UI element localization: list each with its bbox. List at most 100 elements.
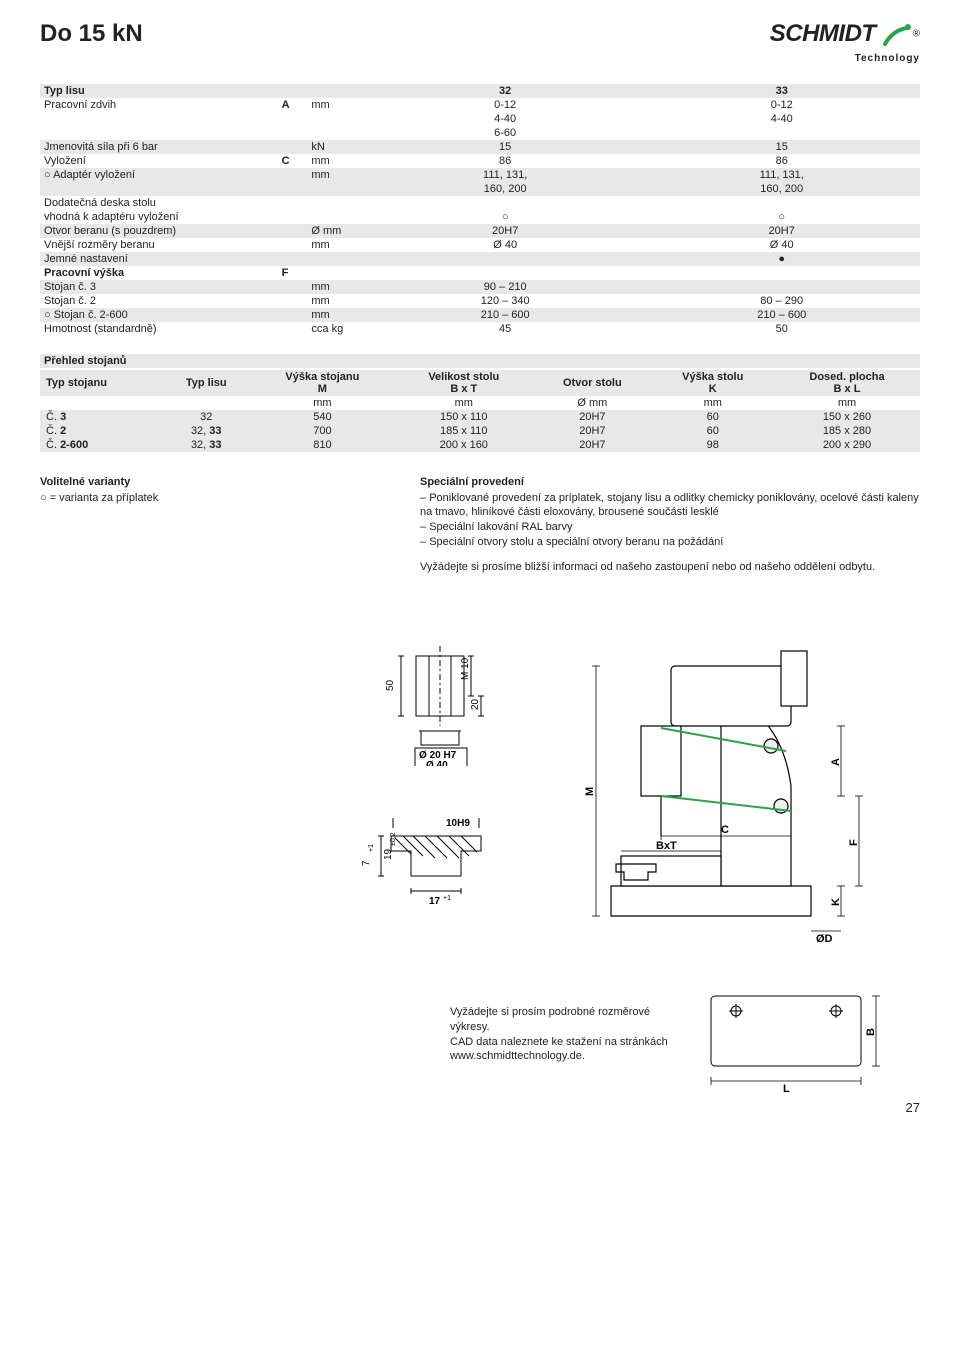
spec-row-v1: 45 <box>367 322 644 336</box>
spec-row-unit: mm <box>307 154 367 168</box>
spec-row-label <box>40 112 278 126</box>
stand-cell: Č. 3 <box>40 410 162 424</box>
options-left-text: ○ = varianta za příplatek <box>40 491 400 506</box>
spec-row-sym <box>278 294 308 308</box>
stand-cell: 150 x 110 <box>394 410 533 424</box>
dim-C: C <box>721 824 729 836</box>
spec-row-unit: mm <box>307 98 367 112</box>
spec-row-v1: 4-40 <box>367 112 644 126</box>
special-list: Poniklované provedení za príplatek, stoj… <box>420 491 920 550</box>
stands-section-title: Přehled stojanů <box>40 354 920 368</box>
stand-cell: Č. 2 <box>40 424 162 438</box>
stand-cell: 150 x 260 <box>774 410 920 424</box>
dim-7: 7 <box>361 860 372 866</box>
dim-L: L <box>783 1083 790 1095</box>
dim-20: 20 <box>470 698 481 710</box>
spec-row-label <box>40 182 278 196</box>
logo-registered: ® <box>913 28 920 39</box>
stand-cell: 185 x 110 <box>394 424 533 438</box>
spec-row-v2: 111, 131, <box>643 168 920 182</box>
spec-row-sym <box>278 182 308 196</box>
dim-50: 50 <box>385 679 396 691</box>
spec-row-label: Pracovní zdvih <box>40 98 278 112</box>
stand-cell: Č. 2-600 <box>40 438 162 452</box>
options-left: Volitelné varianty ○ = varianta za přípl… <box>40 476 400 575</box>
spec-header-label: Typ lisu <box>40 84 278 98</box>
stand-cell: 20H7 <box>533 438 651 452</box>
stand-cell: 60 <box>652 410 774 424</box>
stand-cell: 185 x 280 <box>774 424 920 438</box>
stand-cell: 60 <box>652 424 774 438</box>
spec-row-unit: mm <box>307 238 367 252</box>
spec-row-v1: 210 – 600 <box>367 308 644 322</box>
dim-BxT: BxT <box>656 840 677 852</box>
spec-row-sym <box>278 112 308 126</box>
spec-row-v1: 86 <box>367 154 644 168</box>
spec-row-v2: 50 <box>643 322 920 336</box>
spec-row-label: Stojan č. 2 <box>40 294 278 308</box>
stand-cell: 32, 33 <box>162 438 250 452</box>
spec-row-label: vhodná k adaptéru vyložení <box>40 210 278 224</box>
spec-row-v1 <box>367 266 644 280</box>
spec-row-sym <box>278 196 308 210</box>
spec-row-unit <box>307 112 367 126</box>
stand-col-header: Velikost stoluB x T <box>394 370 533 396</box>
options-right: Speciální provedení Poniklované proveden… <box>420 476 920 575</box>
spec-row-v1: 15 <box>367 140 644 154</box>
spec-row-unit: mm <box>307 308 367 322</box>
spec-row-sym <box>278 168 308 182</box>
diagram-base-top: B L <box>690 975 892 1097</box>
stand-col-unit: mm <box>394 396 533 410</box>
stand-cell: 200 x 290 <box>774 438 920 452</box>
spec-row-label: ○ Stojan č. 2-600 <box>40 308 278 322</box>
dim-K: K <box>830 898 842 906</box>
spec-row-label: Dodatečná deska stolu <box>40 196 278 210</box>
spec-row-v2 <box>643 266 920 280</box>
spec-row-label: Hmotnost (standardně) <box>40 322 278 336</box>
special-list-item: Speciální otvory stolu a speciální otvor… <box>420 535 920 550</box>
dim-A: A <box>830 758 842 766</box>
dim-o40: Ø 40 <box>426 760 448 766</box>
special-list-item: Speciální lakování RAL barvy <box>420 520 920 535</box>
stand-col-header: Otvor stolu <box>533 370 651 396</box>
spec-row-sym <box>278 210 308 224</box>
stand-col-header: Výška stoluK <box>652 370 774 396</box>
spec-row-label: Jmenovitá síla při 6 bar <box>40 140 278 154</box>
logo-swoosh-icon <box>883 24 913 53</box>
diagram-press-side: M A F K C BxT ØD <box>580 635 892 947</box>
spec-row-unit <box>307 210 367 224</box>
spec-row-v2 <box>643 280 920 294</box>
stand-col-header: Dosed. plochaB x L <box>774 370 920 396</box>
spec-row-label: Jemné nastavení <box>40 252 278 266</box>
spec-row-unit: Ø mm <box>307 224 367 238</box>
spec-row-sym <box>278 280 308 294</box>
spec-row-unit: cca kg <box>307 322 367 336</box>
spec-row-sym <box>278 140 308 154</box>
stand-col-header: Výška stojanuM <box>250 370 394 396</box>
page-title: Do 15 kN <box>40 20 143 48</box>
spec-row-v1: 111, 131, <box>367 168 644 182</box>
dim-oD: ØD <box>816 933 833 945</box>
spec-row-label <box>40 126 278 140</box>
options-right-title: Speciální provedení <box>420 476 920 488</box>
brand-logo: SCHMIDT ® Technology <box>770 20 920 64</box>
spec-row-unit: kN <box>307 140 367 154</box>
dim-19sup: ±0,2 <box>390 832 397 846</box>
spec-row-v1: 120 – 340 <box>367 294 644 308</box>
options-left-title: Volitelné varianty <box>40 476 400 488</box>
stand-col-unit: mm <box>774 396 920 410</box>
spec-header-c2: 33 <box>643 84 920 98</box>
stand-cell: 700 <box>250 424 394 438</box>
spec-row-label: Vnější rozměry beranu <box>40 238 278 252</box>
page-number: 27 <box>906 1100 920 1115</box>
spec-row-sym <box>278 308 308 322</box>
options-right-footer: Vyžádejte si prosíme bližší informaci od… <box>420 560 920 575</box>
spec-row-v2: 80 – 290 <box>643 294 920 308</box>
spec-row-label: Stojan č. 3 <box>40 280 278 294</box>
stand-col-header: Typ lisu <box>162 370 250 396</box>
spec-table: Typ lisu 32 33Pracovní zdvih A mm 0-12 0… <box>40 84 920 336</box>
spec-row-label: Pracovní výška <box>40 266 278 280</box>
spec-row-sym: A <box>278 98 308 112</box>
spec-row-unit <box>307 196 367 210</box>
stand-cell: 20H7 <box>533 424 651 438</box>
